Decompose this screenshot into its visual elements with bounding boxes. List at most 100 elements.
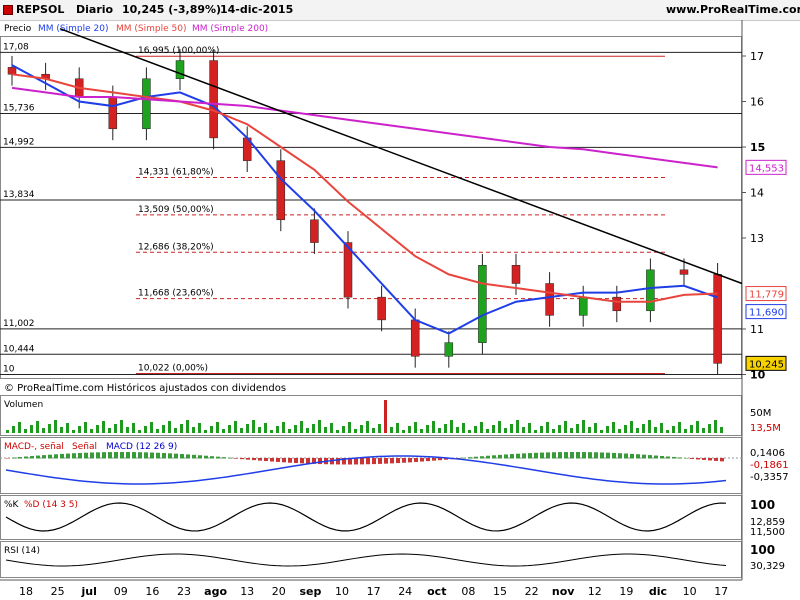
macd-hist-bar	[390, 458, 394, 464]
volume-bar	[684, 429, 687, 433]
macd-hist-bar	[552, 452, 556, 459]
macd-hist-bar	[132, 452, 136, 459]
volume-bar	[306, 428, 309, 433]
volume-bar	[216, 422, 219, 433]
volume-bar	[198, 423, 201, 433]
macd-hist-bar	[180, 454, 184, 459]
macd-hist-bar	[162, 453, 166, 459]
macd-hist-bar	[378, 458, 382, 464]
candle-20	[679, 269, 689, 275]
volume-bar	[66, 423, 69, 433]
macd-hist-bar	[354, 458, 358, 465]
volume-bar	[426, 425, 429, 433]
volume-bar	[336, 430, 339, 433]
macd-hist-bar	[444, 458, 448, 460]
volume-bar	[138, 430, 141, 433]
macd-hist-bar	[678, 457, 682, 459]
fib-label: 13,509 (50,00%)	[138, 205, 214, 215]
tag-last-box	[745, 355, 787, 371]
volume-bar	[396, 423, 399, 433]
legend-mm20: MM (Simple 20)	[38, 24, 108, 34]
macd-hist-bar	[6, 458, 10, 459]
volume-bar	[318, 420, 321, 433]
macd-hist-bar	[108, 452, 112, 459]
macd-hist-bar	[168, 453, 172, 459]
macd-hist-bar	[558, 452, 562, 459]
y-tick-label: 13	[750, 232, 764, 245]
candle-19	[646, 269, 655, 312]
volume-bar	[108, 428, 111, 433]
macd-hist-bar	[492, 455, 496, 459]
time-label: oct	[427, 585, 446, 598]
time-label: 17	[367, 585, 381, 598]
macd-hist-bar	[474, 456, 478, 459]
candle-17	[578, 296, 588, 316]
macd-hist-bar	[360, 458, 364, 465]
macd-hist-bar	[546, 452, 550, 459]
volume-bar	[486, 429, 489, 433]
macd-hist-bar	[84, 452, 88, 459]
level-label: 11,002	[3, 319, 35, 329]
volume-bar	[168, 421, 171, 433]
mm200-line	[11, 86, 718, 169]
website[interactable]: www.ProRealTime.com	[666, 3, 800, 16]
macd-hist-bar	[396, 458, 400, 464]
tag-mm20-box	[745, 304, 787, 320]
volume-bar	[96, 425, 99, 433]
macd-hist-bar	[318, 458, 322, 465]
volume-bar	[54, 420, 57, 433]
macd-hist-bar	[600, 452, 604, 459]
time-label: sep	[299, 585, 321, 598]
macd-hist-bar	[528, 453, 532, 459]
macd-hist-bar	[156, 452, 160, 459]
macd-hist-bar	[504, 454, 508, 459]
macd-hist-bar	[480, 456, 484, 459]
volume-bar	[618, 429, 621, 433]
volume-bar	[708, 424, 711, 433]
time-label: 10	[335, 585, 349, 598]
volume-bar	[144, 426, 147, 433]
macd-title-b: Señal	[72, 442, 97, 452]
macd-hist-bar	[714, 458, 718, 461]
last-change: 10,245 (-3,89%)	[122, 3, 222, 16]
macd-hist-bar	[516, 453, 520, 459]
macd-hist-bar	[348, 458, 352, 465]
volume-bar	[456, 427, 459, 433]
macd-hist-bar	[252, 458, 256, 461]
macd-hist-bar	[606, 452, 610, 459]
candle-0	[7, 67, 17, 75]
volume-bar	[36, 421, 39, 433]
mm50-line	[11, 73, 718, 303]
candle-16	[545, 283, 554, 316]
level-label: 15,736	[3, 104, 35, 114]
volume-bar	[402, 430, 405, 433]
macd-hist-bar	[468, 457, 472, 459]
volume-bar	[546, 422, 549, 433]
macd-hist-bar	[366, 458, 370, 465]
volume-bar	[126, 427, 129, 433]
macd-hist-bar	[534, 452, 538, 459]
macd-hist-bar	[204, 455, 208, 459]
macd-hist-bar	[210, 456, 214, 459]
macd-hist-bar	[18, 457, 22, 459]
macd-hist-bar	[222, 457, 226, 459]
volume-bar	[666, 430, 669, 433]
volume-bar	[612, 422, 615, 433]
macd-hist-bar	[312, 458, 316, 464]
volume-bar	[276, 426, 279, 433]
candle-4	[142, 78, 151, 130]
volume-bar	[540, 426, 543, 433]
macd-hist-bar	[372, 458, 376, 465]
tag-mm50: 11,779	[749, 290, 784, 301]
volume-bar	[42, 428, 45, 433]
macd-hist-bar	[570, 452, 574, 459]
time-label: 08	[461, 585, 475, 598]
volume-bar	[150, 422, 153, 433]
macd-hist-bar	[486, 455, 490, 459]
candle-5	[175, 60, 185, 79]
macd-hist-bar	[588, 452, 592, 459]
volume-bar	[300, 421, 303, 433]
volume-bar	[462, 423, 465, 433]
volume-bar	[420, 429, 423, 433]
